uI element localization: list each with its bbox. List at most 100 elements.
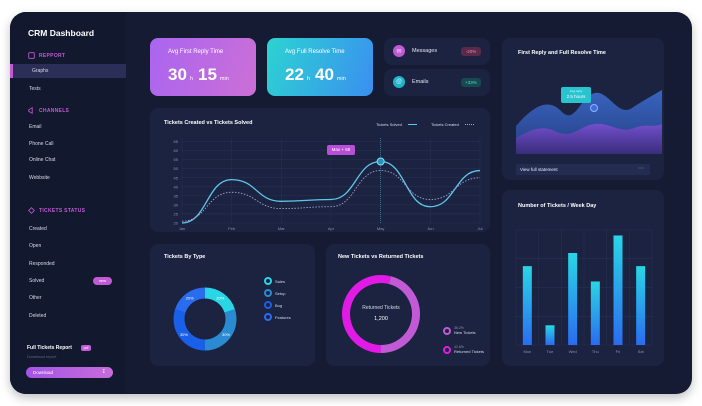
donut-slice-label: 30% xyxy=(180,332,188,337)
donut-slice-label: 20% xyxy=(216,295,224,300)
email-icon: @ xyxy=(393,76,405,88)
section-tickets-label: TICKETS STATUS xyxy=(39,207,86,214)
tickets-line-card: Tickets Created vs Tickets Solved Ticket… xyxy=(150,108,490,232)
sidebar-item-webbsite[interactable]: Webbsite xyxy=(29,175,50,181)
messages-label: Messages xyxy=(412,48,438,54)
report-subtitle: Download report xyxy=(27,354,57,359)
message-icon: ✉ xyxy=(393,45,405,57)
legend-type-sales: Sales xyxy=(264,277,285,285)
y-tick-label: 20 xyxy=(174,221,179,226)
legend-new-tickets: 36.2% New Tickets xyxy=(443,326,476,335)
legend-type-swatch xyxy=(264,301,272,309)
legend-type-setup: Setup xyxy=(264,289,285,297)
messages-card[interactable]: ✉ Messages -20% xyxy=(384,38,490,65)
legend-tickets-created: Tickets Created xyxy=(431,122,474,127)
megaphone-icon xyxy=(28,107,33,114)
legend-returned-name: Returned Tickets xyxy=(454,349,485,354)
view-statement-button[interactable]: View full statement ⋯ xyxy=(516,164,650,175)
sidebar-item-email[interactable]: Email xyxy=(29,124,42,130)
area-tooltip: Avg reply 2.5 hours xyxy=(561,87,591,103)
bar-fri xyxy=(613,235,623,345)
sidebar-item-tests[interactable]: Tests xyxy=(29,86,41,92)
donut-slice-label: 30% xyxy=(222,332,230,337)
more-icon: ⋯ xyxy=(638,166,644,172)
tickets-line-title: Tickets Created vs Tickets Solved xyxy=(164,120,253,126)
sidebar-item-phone-call[interactable]: Phone Call xyxy=(29,141,54,147)
sidebar-item-graphs[interactable]: Graphs xyxy=(10,64,126,78)
kpi-full-resolve-minutes: 40 xyxy=(314,65,334,84)
donut-slice-sales xyxy=(204,287,235,314)
legend-type-swatch xyxy=(264,289,272,297)
x-tick-label: Thu xyxy=(592,349,599,354)
report-icon xyxy=(28,52,35,59)
area-marker xyxy=(590,104,598,112)
y-tick-label: 40 xyxy=(174,184,179,189)
donut-slice-bug xyxy=(173,309,206,351)
line-series-tickets-solved xyxy=(181,160,481,224)
download-icon: ↧ xyxy=(101,369,106,375)
emails-label: Emails xyxy=(412,79,429,85)
y-tick-label: 45 xyxy=(174,175,179,180)
sidebar-item-created[interactable]: Created xyxy=(29,226,47,232)
sidebar-item-open[interactable]: Open xyxy=(29,243,42,249)
legend-solved-swatch xyxy=(407,123,417,126)
bar-sat xyxy=(636,266,646,345)
bar-thu xyxy=(590,281,600,345)
sidebar-item-responded[interactable]: Responded xyxy=(29,261,55,267)
x-tick-label: Jul xyxy=(477,226,482,231)
legend-type-label: Features xyxy=(275,314,291,320)
kpi-full-resolve-label: Avg Full Resolve Time xyxy=(285,49,345,55)
legend-new-swatch xyxy=(443,326,451,335)
donut-slice-new-tickets xyxy=(380,276,420,354)
x-tick-label: Wed xyxy=(569,349,577,354)
donut-center-label: Returned Tickets xyxy=(362,305,400,311)
y-tick-label: 55 xyxy=(174,157,179,162)
kpi-full-resolve-hours-unit: h xyxy=(306,76,310,82)
sidebar-item-solved[interactable]: Solved xyxy=(29,278,45,284)
kpi-first-reply-hours: 30 xyxy=(168,65,187,84)
legend-type-label: Bug xyxy=(275,302,283,308)
reply-resolve-area-chart xyxy=(516,90,662,154)
legend-returned-tickets: 42.6% Returned Tickets xyxy=(443,345,484,354)
x-tick-label: Fri xyxy=(616,349,621,354)
sidebar-item-other[interactable]: Other xyxy=(29,295,42,301)
kpi-full-resolve-value: 22 h 40 min xyxy=(285,65,351,85)
donut-center-value: 1,200 xyxy=(374,316,388,322)
sidebar-item-deleted[interactable]: Deleted xyxy=(29,313,47,319)
x-tick-label: Jan xyxy=(179,226,185,231)
emails-card[interactable]: @ Emails +33% xyxy=(384,69,490,96)
tickets-by-type-title: Tickets By Type xyxy=(164,254,206,260)
tickets-week-bar-chart: Mon Tue Wed Thu Fri Sat xyxy=(515,229,653,354)
report-title: Full Tickets Report xyxy=(27,345,72,351)
x-tick-label: Jun xyxy=(427,226,433,231)
legend-type-swatch xyxy=(264,277,272,285)
x-tick-label: Mar xyxy=(278,226,286,231)
legend-new-name: New Tickets xyxy=(454,330,476,335)
legend-type-label: Setup xyxy=(275,290,286,296)
dashboard-window: CRM Dashboard REPPORT Graphs Tests CHANN… xyxy=(10,12,692,394)
legend-type-bug: Bug xyxy=(264,301,282,309)
section-report-label: REPPORT xyxy=(39,52,66,59)
x-tick-label: Tue xyxy=(547,349,555,354)
y-tick-label: 25 xyxy=(174,211,179,216)
kpi-first-reply: Avg First Reply Time 30 h 15 min xyxy=(150,38,256,96)
kpi-full-resolve: Avg Full Resolve Time 22 h 40 min xyxy=(267,38,373,96)
report-badge: pdf xyxy=(81,345,91,351)
area-tooltip-value: 2.5 hours xyxy=(566,94,586,99)
kpi-first-reply-label: Avg First Reply Time xyxy=(168,49,224,55)
legend-created-label: Tickets Created xyxy=(431,122,459,127)
y-tick-label: 60 xyxy=(174,148,179,153)
reply-resolve-title: First Reply and Full Resolve Time xyxy=(518,50,606,56)
download-label: Download xyxy=(33,370,54,375)
reply-resolve-card: First Reply and Full Resolve Time Avg re… xyxy=(502,38,664,180)
sidebar-item-online-chat[interactable]: Online Chat xyxy=(29,157,56,163)
section-report: REPPORT xyxy=(28,52,65,59)
donut-slice-returned-tickets xyxy=(342,275,391,353)
x-tick-label: Feb xyxy=(228,226,236,231)
line-tooltip: Max + 68 xyxy=(327,145,355,155)
y-tick-label: 65 xyxy=(174,139,179,144)
solved-new-badge: new xyxy=(93,277,112,285)
legend-type-swatch xyxy=(264,313,272,321)
tickets-by-type-card: Tickets By Type 20% 30% 30% 20% Sales Setup B… xyxy=(150,244,315,366)
download-button[interactable]: Download ↧ xyxy=(26,367,113,378)
